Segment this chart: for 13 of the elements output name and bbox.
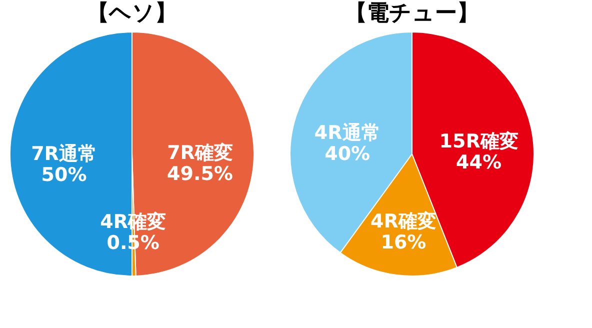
slice-label: 4R通常 [314,122,380,144]
slice-label: 15R確変 [439,130,518,152]
slice-label: 4R確変 [370,210,436,232]
chart-title: 【電チュー】 [345,1,479,26]
data-label: 0.5% [106,232,160,254]
slice-label: 7R確変 [167,142,233,164]
chart-title: 【ヘソ】 [87,1,177,26]
data-label: 16% [380,231,426,254]
slice-label: 7R通常 [31,143,97,165]
data-label: 44% [456,151,502,174]
data-label: 50% [41,164,87,186]
data-label: 49.5% [167,162,233,185]
data-label: 40% [324,142,370,165]
